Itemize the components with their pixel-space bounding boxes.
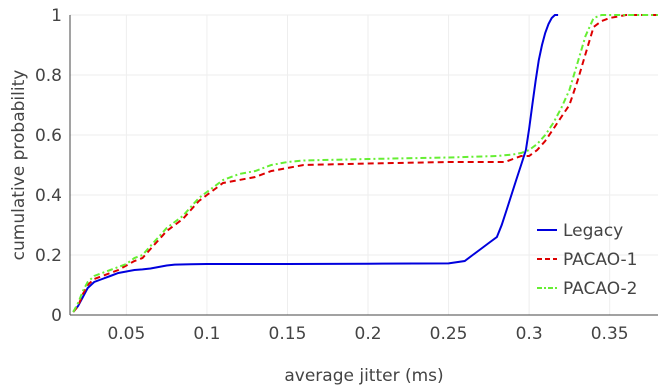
axes [69, 15, 658, 316]
x-tick-label: 0.3 [516, 324, 543, 344]
y-tick-label: 0.6 [35, 126, 62, 146]
grid [70, 14, 658, 315]
x-tick-label: 0.15 [269, 324, 307, 344]
ticks: 0.05 0.1 0.15 0.2 0.25 0.3 0.35 0 0.2 0.4 0.6 0.8 1 [35, 6, 629, 344]
x-tick-label: 0.05 [107, 324, 145, 344]
x-tick-label: 0.2 [355, 324, 382, 344]
y-tick-label: 0 [51, 306, 62, 326]
x-tick-label: 0.25 [430, 324, 468, 344]
x-tick-label: 0.35 [591, 324, 629, 344]
y-tick-label: 0.2 [35, 246, 62, 266]
series-line-2 [72, 14, 658, 313]
series-line-3 [72, 14, 658, 313]
legend-label-2: PACAO-1 [563, 250, 638, 270]
y-tick-label: 0.4 [35, 186, 62, 206]
legend: Legacy PACAO-1 PACAO-2 [537, 221, 638, 299]
x-tick-label: 0.1 [193, 324, 220, 344]
series [72, 14, 658, 313]
legend-label-3: PACAO-2 [563, 279, 638, 299]
y-tick-label: 1 [51, 6, 62, 26]
x-axis-title: average jitter (ms) [284, 366, 443, 386]
series-line-1 [72, 14, 559, 313]
y-axis-title: cumulative probability [9, 70, 29, 261]
y-tick-label: 0.8 [35, 66, 62, 86]
legend-label-1: Legacy [563, 221, 623, 241]
